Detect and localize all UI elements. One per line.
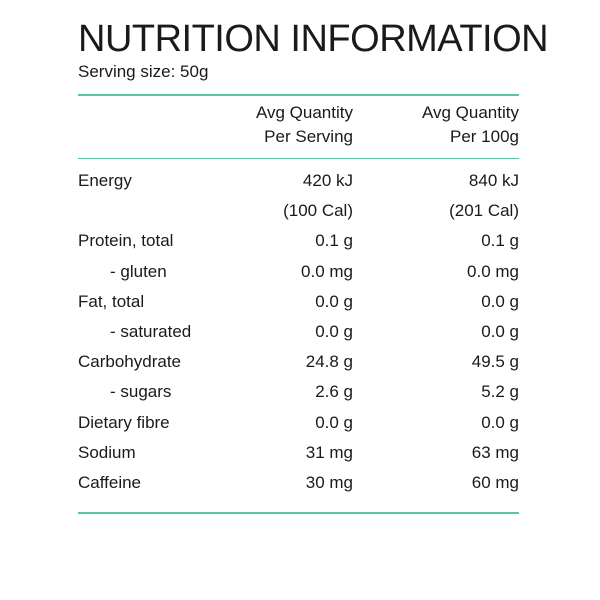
table-row-energy-cal: (100 Cal) (201 Cal) [78,198,519,228]
nutrient-name: - saturated [110,321,192,341]
nutrient-name: Sodium [78,442,136,462]
per-100g-value: 0.0 mg [467,261,519,281]
table-row-protein: Protein, total 0.1 g 0.1 g [78,228,519,258]
bottom-divider [78,512,519,514]
table-row-sodium: Sodium 31 mg 63 mg [78,440,519,470]
nutrient-name: - gluten [110,261,167,281]
column-header-per-serving-line2: Per Serving [264,127,353,146]
per-serving-value: 0.0 g [315,321,353,341]
per-serving-value: 30 mg [305,472,353,492]
column-header-per-serving-line1: Avg Quantity [255,103,353,122]
table-row-saturated: - saturated 0.0 g 0.0 g [78,319,519,349]
per-serving-value: 0.0 g [315,412,353,432]
table-row-carbohydrate: Carbohydrate 24.8 g 49.5 g [78,349,519,379]
panel-title: NUTRITION INFORMATION [78,18,549,60]
per-100g-value: (201 Cal) [449,201,519,221]
column-header-per-100g-line2: Per 100g [450,127,519,146]
per-100g-value: 60 mg [471,472,519,492]
nutrient-name: Energy [78,171,132,190]
serving-size: Serving size: 50g [78,62,209,81]
nutrient-name: Caffeine [78,472,142,492]
per-100g-value: 0.1 g [481,231,519,251]
per-100g-value: 63 mg [471,442,519,462]
per-serving-value: 420 kJ [302,171,353,190]
per-100g-value: 0.0 g [481,291,519,311]
column-header-per-100g-line1: Avg Quantity [421,103,519,122]
nutrient-name: Dietary fibre [78,412,170,432]
per-100g-value: 49.5 g [471,352,519,372]
column-header-per-serving: Avg Quantity Per Serving [256,101,353,149]
table-row-gluten: - gluten 0.0 mg 0.0 mg [78,259,519,289]
nutrient-name: - sugars [110,382,172,402]
per-serving-value: 31 mg [305,442,353,462]
per-serving-value: 0.0 mg [301,261,353,281]
table-row-fat: Fat, total 0.0 g 0.0 g [78,289,519,319]
nutrient-table: Energy 420 kJ 840 kJ (100 Cal) (201 Cal)… [78,168,519,500]
per-serving-value: 0.0 g [315,291,353,311]
column-header-per-100g: Avg Quantity Per 100g [422,101,519,149]
per-100g-value: 5.2 g [481,382,519,402]
table-row-energy: Energy 420 kJ 840 kJ [78,168,519,198]
per-serving-value: 24.8 g [305,352,353,372]
per-serving-value: 2.6 g [315,382,353,402]
table-row-dietary-fibre: Dietary fibre 0.0 g 0.0 g [78,410,519,440]
per-serving-value: 0.1 g [315,231,353,251]
top-divider [78,94,519,96]
per-serving-value: (100 Cal) [283,201,353,221]
nutrient-name: Carbohydrate [78,352,182,372]
nutrient-name: Fat, total [78,291,145,311]
per-100g-value: 840 kJ [468,171,519,190]
header-divider [78,158,519,159]
table-row-caffeine: Caffeine 30 mg 60 mg [78,470,519,500]
nutrient-name: Protein, total [78,231,174,251]
per-100g-value: 0.0 g [481,412,519,432]
per-100g-value: 0.0 g [481,321,519,341]
table-row-sugars: - sugars 2.6 g 5.2 g [78,379,519,409]
